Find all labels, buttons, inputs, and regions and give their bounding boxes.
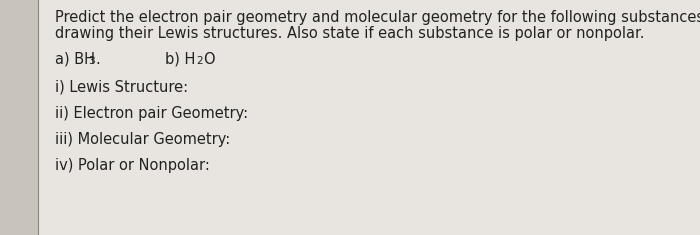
Text: Predict the electron pair geometry and molecular geometry for the following subs: Predict the electron pair geometry and m…: [55, 10, 700, 25]
Text: i) Lewis Structure:: i) Lewis Structure:: [55, 80, 188, 95]
Text: ii) Electron pair Geometry:: ii) Electron pair Geometry:: [55, 106, 248, 121]
Text: a) BH: a) BH: [55, 52, 95, 67]
Text: .: .: [95, 52, 99, 67]
Text: iii) Molecular Geometry:: iii) Molecular Geometry:: [55, 132, 230, 147]
Text: O: O: [203, 52, 215, 67]
Text: b) H: b) H: [165, 52, 195, 67]
Text: 3: 3: [88, 56, 95, 66]
Text: drawing their Lewis structures. Also state if each substance is polar or nonpola: drawing their Lewis structures. Also sta…: [55, 26, 645, 41]
Text: 2: 2: [196, 56, 202, 66]
Text: iv) Polar or Nonpolar:: iv) Polar or Nonpolar:: [55, 158, 210, 173]
